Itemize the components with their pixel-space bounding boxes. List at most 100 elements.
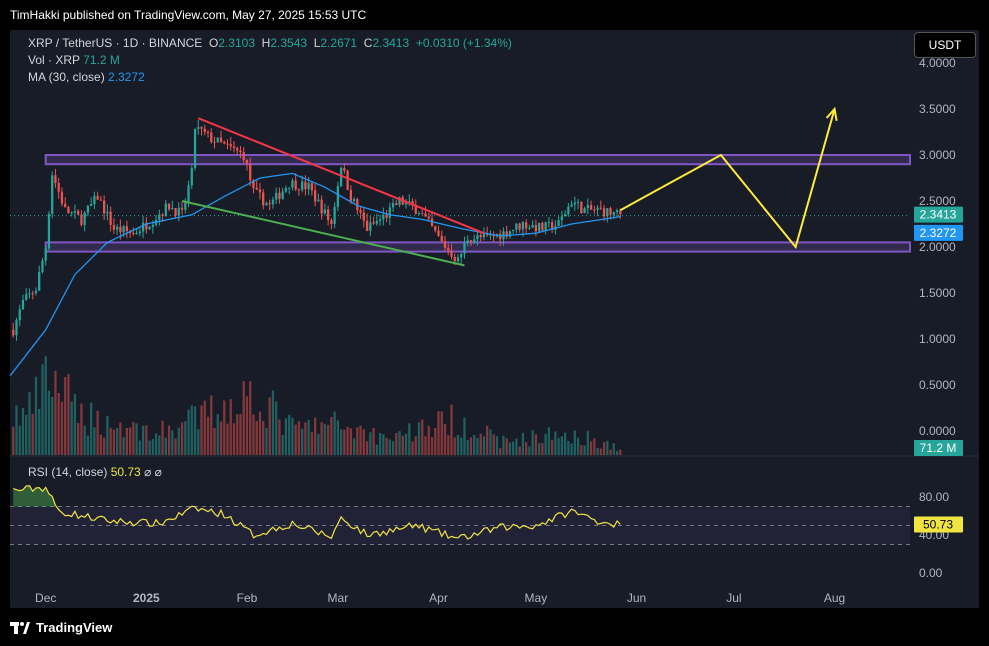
- volume-bar: [388, 439, 391, 455]
- open-value: 2.3103: [218, 36, 255, 50]
- candle-body: [12, 329, 15, 336]
- candle-body: [219, 137, 223, 142]
- close-label: C: [363, 36, 373, 50]
- candle-body: [249, 163, 252, 181]
- volume-bar: [255, 421, 258, 455]
- volume-bar: [83, 425, 86, 455]
- symbol-legend: XRP / TetherUS · 1D · BINANCE O2.3103 H2…: [28, 36, 512, 50]
- volume-bar: [223, 400, 226, 455]
- candle-body: [206, 131, 210, 133]
- candle-body: [326, 209, 330, 221]
- rsi-settings-icons[interactable]: ⌀ ⌀: [144, 465, 162, 479]
- volume-bar: [560, 436, 564, 455]
- candle-body: [268, 203, 271, 205]
- volume-bar: [12, 426, 15, 455]
- volume-bar: [132, 421, 135, 455]
- volume-bar: [612, 443, 615, 455]
- projection-path: [619, 108, 836, 250]
- footer-brand[interactable]: TradingView: [10, 620, 112, 635]
- candle-body: [417, 213, 421, 215]
- currency-button[interactable]: USDT: [914, 32, 976, 58]
- volume-bar: [106, 416, 109, 455]
- candle-body: [54, 175, 57, 184]
- candle-body: [197, 127, 200, 129]
- volume-bar: [528, 446, 531, 455]
- candle-body: [388, 207, 391, 218]
- candle-body: [343, 167, 346, 171]
- price-chart[interactable]: 4.0000 3.5000 3.0000 2.5000 2.0000 1.5000 1.00…: [10, 30, 979, 608]
- brand-name: TradingView: [36, 620, 113, 635]
- candle-body: [538, 222, 541, 232]
- volume-bar: [275, 401, 278, 455]
- volume-bar: [476, 437, 479, 455]
- volume-bar: [320, 422, 323, 455]
- volume-bar: [609, 449, 612, 455]
- volume-bar: [239, 413, 242, 455]
- candle-body: [606, 208, 609, 217]
- volume-bar: [505, 438, 508, 455]
- candle-body: [586, 205, 589, 209]
- candle-body: [64, 203, 67, 207]
- chart-frame[interactable]: 4.0000 3.5000 3.0000 2.5000 2.0000 1.5000 1.00…: [10, 30, 979, 608]
- volume-bar: [473, 435, 476, 455]
- volume-bar: [557, 437, 560, 455]
- volume-bar: [232, 423, 236, 455]
- volume-bar: [99, 434, 103, 455]
- volume-bar: [138, 440, 141, 455]
- y-tick-label: 0.5000: [919, 378, 956, 392]
- candle-body: [96, 195, 99, 200]
- candle-body: [531, 224, 534, 228]
- y-tick-label: 1.5000: [919, 286, 956, 300]
- volume-bar: [229, 399, 232, 455]
- volume-bar: [203, 400, 206, 455]
- ma-value: 2.3272: [108, 70, 145, 84]
- volume-bar: [297, 421, 301, 455]
- rsi-line: [13, 485, 621, 540]
- volume-bar: [606, 440, 609, 455]
- candle-body: [333, 206, 336, 225]
- volume-bar: [86, 435, 90, 455]
- candle-body: [521, 222, 525, 230]
- volume-bar: [310, 431, 314, 455]
- x-tick-label: 2025: [133, 591, 160, 605]
- candle-body: [378, 219, 382, 221]
- volume-bar: [226, 423, 229, 455]
- candle-body: [541, 222, 544, 231]
- volume-bar: [512, 441, 515, 455]
- candle-body: [339, 167, 343, 187]
- resistance-zone: [44, 154, 911, 166]
- candle-body: [362, 212, 365, 221]
- x-tick-label: Dec: [35, 591, 56, 605]
- candle-body: [77, 211, 80, 215]
- volume-bar: [67, 374, 70, 455]
- volume-bar: [291, 417, 294, 455]
- x-tick-label: Jul: [726, 591, 741, 605]
- candle-body: [106, 211, 109, 214]
- volume-bar: [489, 429, 492, 455]
- volume-bar: [339, 429, 343, 455]
- volume-bar: [93, 427, 96, 455]
- rsi-label: RSI (14, close): [28, 465, 108, 479]
- volume-bar: [77, 423, 80, 455]
- candle-body: [550, 222, 554, 230]
- candle-body: [528, 227, 531, 229]
- candle-body: [223, 141, 226, 144]
- volume-bar: [495, 436, 499, 455]
- volume-bar: [395, 432, 398, 455]
- volume-legend: Vol · XRP 71.2 M: [28, 53, 120, 67]
- volume-bar: [174, 438, 177, 455]
- candle-body: [518, 223, 521, 230]
- volume-bar: [41, 364, 44, 455]
- ma-legend: MA (30, close) 2.3272: [28, 70, 145, 84]
- volume-bar: [38, 409, 41, 455]
- volume-bar: [365, 441, 369, 455]
- volume-bar: [330, 416, 333, 455]
- candle-body: [466, 240, 469, 244]
- volume-bar: [301, 428, 304, 455]
- volume-bar: [73, 394, 77, 455]
- volume-bar: [307, 419, 310, 455]
- volume-bar: [34, 376, 38, 455]
- candle-body: [213, 141, 216, 143]
- candle-body: [505, 231, 508, 237]
- candle-body: [609, 208, 612, 215]
